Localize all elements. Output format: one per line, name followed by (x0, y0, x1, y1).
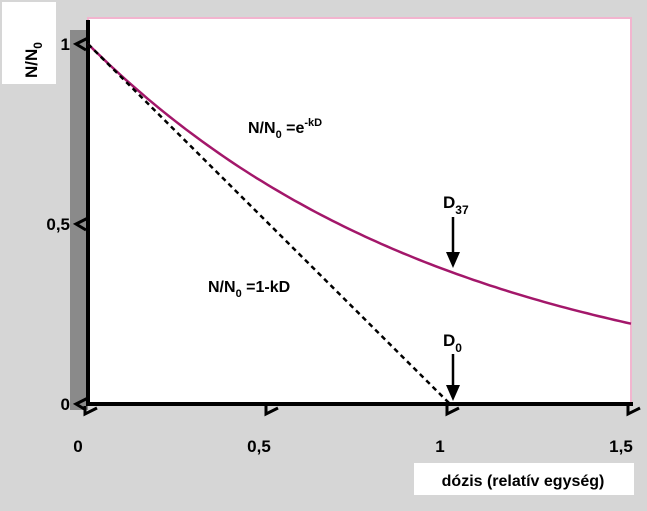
series-exponential-line (87, 43, 632, 325)
formula-exp: N/N0 =e-kD (248, 117, 322, 141)
formula-linear-mid: =1-kD (242, 279, 290, 296)
y-tick-label: 0 (61, 395, 70, 414)
y-tick-label: 1 (61, 35, 70, 54)
formula-exp-sup: -kD (304, 117, 322, 129)
y-axis-title: N/N0 (22, 42, 45, 78)
y-axis-title-main: N/N (22, 49, 41, 78)
annotation-d37: D37 (443, 193, 469, 217)
annotation-d0-main: D (443, 331, 455, 350)
plot-shadow (70, 30, 88, 410)
formula-exp-prefix: N/N (248, 120, 276, 137)
y-tick-mark (72, 36, 89, 52)
annotation-d37-sub: 37 (455, 203, 469, 217)
x-tick-mark (445, 406, 460, 417)
arrow-d0 (446, 354, 460, 401)
x-tick-label: 0,5 (247, 437, 271, 456)
x-tick-label: 1 (435, 437, 444, 456)
formula-exp-sub: 0 (276, 129, 282, 141)
formula-linear-prefix: N/N (208, 279, 236, 296)
y-axis-title-box (2, 2, 56, 84)
x-axis-title-box (414, 463, 634, 495)
y-axis-title-sub: 0 (31, 42, 45, 49)
plot-area (87, 17, 632, 405)
x-tick-label: 0 (73, 437, 82, 456)
series-linear-line (87, 43, 451, 405)
arrow-d37 (446, 217, 460, 268)
x-axis-title: dózis (relatív egység) (442, 473, 605, 490)
annotation-d0: D0 (443, 331, 462, 355)
y-tick-mark (72, 396, 89, 412)
formula-linear: N/N0 =1-kD (208, 279, 290, 300)
x-tick-mark (626, 406, 641, 417)
formula-linear-sub: 0 (236, 288, 242, 300)
y-tick-mark (72, 216, 89, 232)
formula-exp-mid: =e (282, 120, 305, 137)
x-tick-mark (264, 406, 279, 417)
annotation-d0-sub: 0 (455, 341, 462, 355)
y-tick-label: 0,5 (46, 215, 70, 234)
x-tick-label: 1,5 (609, 437, 633, 456)
annotation-d37-main: D (443, 193, 455, 212)
